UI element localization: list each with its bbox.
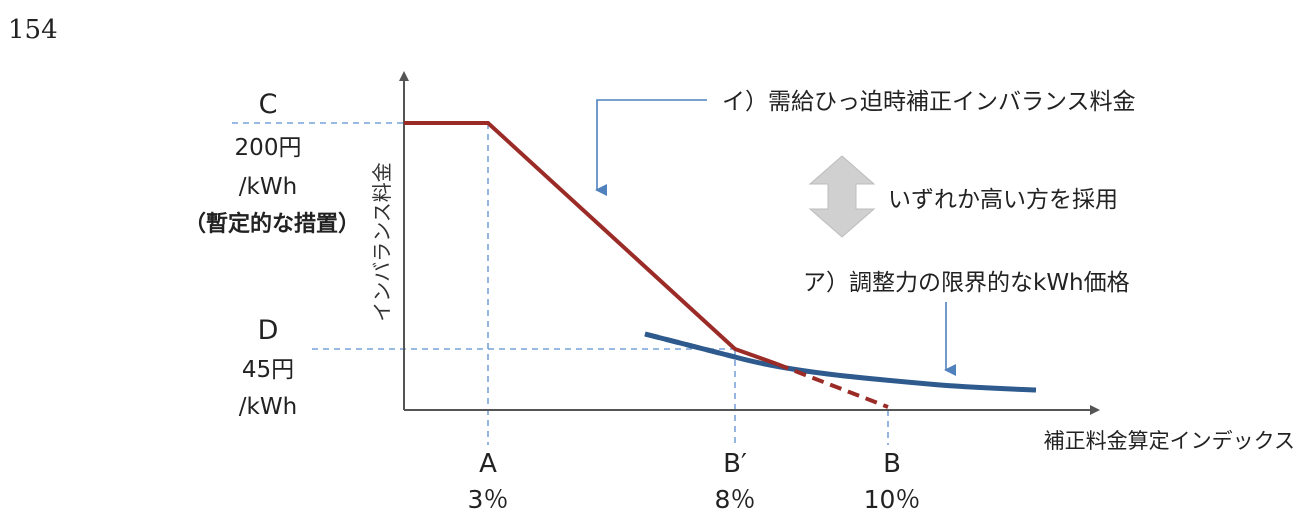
curve-i-pointer	[595, 99, 707, 196]
curve-i-solid	[404, 121, 778, 366]
tick-a-letter: A	[479, 449, 497, 479]
curve-i-dashed	[776, 362, 889, 409]
c-letter: C	[259, 89, 278, 120]
c-value: 200円	[235, 135, 302, 161]
page-number: 154	[8, 15, 58, 45]
tick-b-letter: B	[883, 449, 901, 479]
tick-b-value: 10％	[864, 485, 921, 514]
tick-b-prime-letter: B′	[723, 449, 747, 479]
d-value: 45円	[242, 357, 294, 383]
curve-i-label: イ）需給ひっ迫時補正インバランス料金	[722, 89, 1136, 115]
d-letter: D	[258, 315, 279, 346]
curve-a-dashed	[644, 331, 736, 360]
choose-higher-label: いずれか高い方を採用	[888, 187, 1118, 213]
d-unit: /kWh	[239, 394, 297, 420]
c-unit: /kWh	[239, 174, 297, 200]
curve-a-solid	[644, 331, 1037, 393]
curve-a-label: ア）調整力の限界的なkWh価格	[803, 270, 1130, 296]
double-arrow-icon	[808, 155, 876, 238]
tick-b-prime-value: 8％	[715, 485, 756, 514]
y-axis-label: インバランス料金	[370, 162, 394, 322]
c-note: （暫定的な措置）	[184, 211, 360, 237]
tick-a-value: 3％	[468, 485, 509, 514]
x-axis-label: 補正料金算定インデックス	[1044, 429, 1295, 453]
